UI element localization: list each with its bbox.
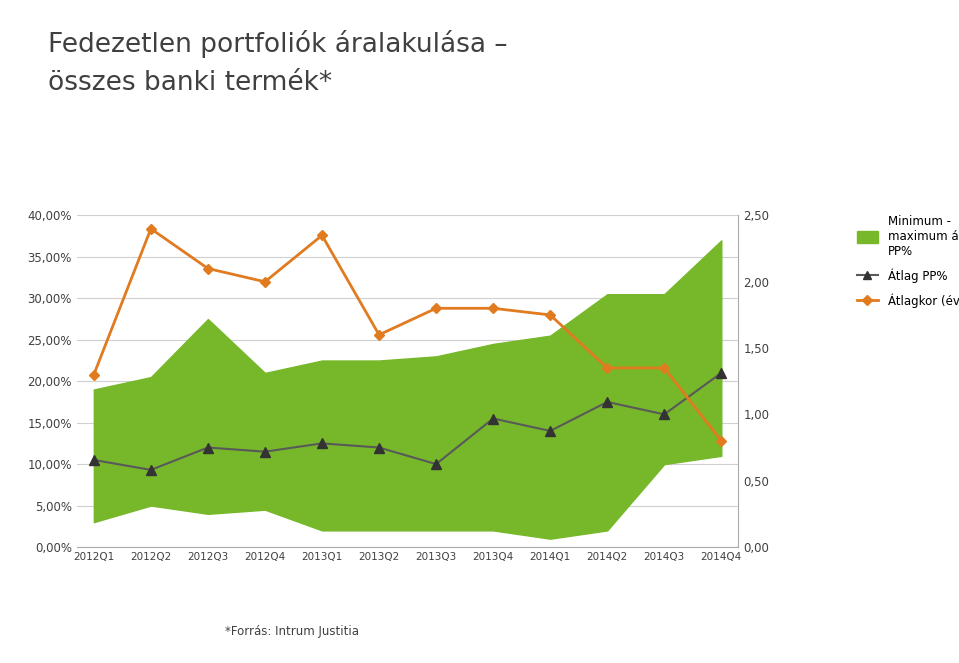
Text: összes banki termék*: összes banki termék* (48, 70, 332, 95)
Legend: Minimum -
maximum ársáv
PP%, Átlag PP%, Átlagkor (év): Minimum - maximum ársáv PP%, Átlag PP%, … (856, 215, 959, 308)
Text: *Forrás: Intrum Justitia: *Forrás: Intrum Justitia (225, 625, 360, 638)
Text: Fedezetlen portfoliók áralakulása –: Fedezetlen portfoliók áralakulása – (48, 30, 507, 58)
Text: 9(18): 9(18) (24, 625, 61, 638)
